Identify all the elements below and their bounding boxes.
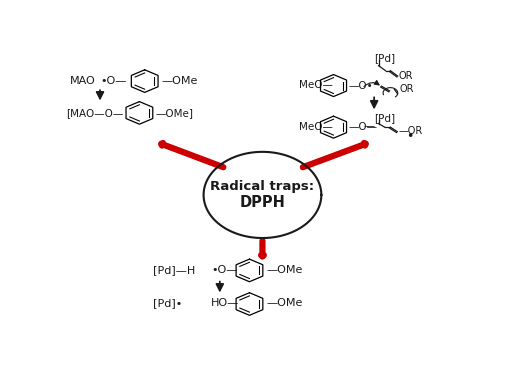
Text: MeO—: MeO— [299, 122, 332, 132]
Text: —OMe: —OMe [266, 298, 302, 308]
Text: •O—: •O— [100, 76, 126, 86]
Text: OR: OR [399, 71, 413, 81]
Text: —O—: —O— [349, 122, 378, 132]
Text: —OMe]: —OMe] [156, 108, 194, 118]
Text: [Pd]•: [Pd]• [153, 298, 182, 308]
Text: —OR: —OR [398, 126, 423, 136]
Text: HO—: HO— [211, 298, 239, 308]
Text: —: — [364, 122, 375, 132]
Text: [Pd]: [Pd] [374, 53, 395, 63]
Text: [MAO—O—: [MAO—O— [66, 108, 123, 118]
Text: •: • [407, 130, 414, 144]
Text: —OMe: —OMe [161, 76, 198, 86]
Text: —O•: —O• [349, 81, 374, 91]
Text: •O—: •O— [211, 265, 237, 275]
Text: [Pd]—H: [Pd]—H [153, 265, 195, 275]
Text: MAO: MAO [70, 76, 96, 86]
Text: MeO—: MeO— [299, 80, 332, 90]
Text: [Pd]: [Pd] [374, 113, 395, 123]
Text: Radical traps:: Radical traps: [211, 179, 314, 193]
Text: OR: OR [400, 84, 414, 94]
Text: —OMe: —OMe [266, 265, 302, 275]
Text: DPPH: DPPH [239, 195, 286, 210]
